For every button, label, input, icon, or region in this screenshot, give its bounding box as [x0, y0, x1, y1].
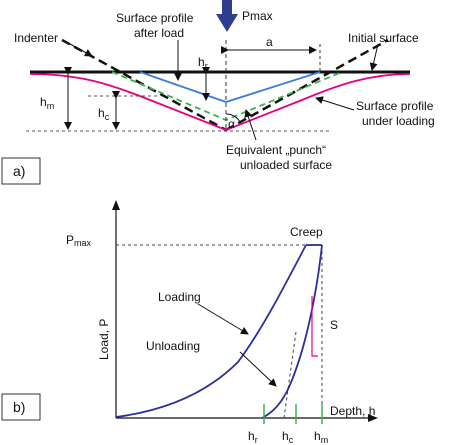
hr-label: hr — [198, 55, 208, 71]
a-label: a — [266, 35, 273, 49]
s-label: S — [330, 318, 338, 332]
equivalent-punch-profile — [111, 71, 343, 121]
panel-a-label-box — [1, 157, 41, 185]
punch-label-line1: Equivalent „punch“ — [226, 143, 326, 157]
hm-label: hm — [40, 95, 54, 111]
pmax-label: Pmax — [242, 9, 273, 23]
creep-label: Creep — [290, 225, 323, 239]
indenter-label: Indenter — [14, 31, 58, 45]
panel-b-label: b) — [13, 399, 25, 415]
surface-after-load-label-line2: after load — [134, 26, 184, 40]
under-loading-label-line1: Surface profile — [356, 99, 434, 113]
indenter-right-face — [225, 38, 389, 132]
pmax-arrow — [216, 0, 238, 32]
under-loading-leader — [315, 96, 355, 111]
y-axis-arrowhead — [112, 200, 120, 210]
under-loading-label-line2: under loading — [362, 114, 435, 128]
x-axis-label: Depth, h — [330, 404, 375, 418]
hc-label: hc — [98, 106, 110, 122]
unloading-arrow — [239, 351, 277, 387]
panel-b-label-box — [1, 393, 41, 421]
initial-surface-leader — [369, 43, 379, 71]
hr-axis-label: hr — [248, 429, 258, 445]
indenter-leader — [69, 43, 93, 57]
unloaded-surface-profile — [139, 71, 321, 103]
initial-surface-label: Initial surface — [348, 31, 419, 45]
unloading-tangent-line — [283, 331, 297, 419]
y-axis-label: Load, P — [97, 319, 111, 360]
hm-axis-label: hm — [314, 429, 328, 445]
punch-label-line2: unloaded surface — [240, 158, 332, 172]
stiffness-slope-marker — [311, 296, 318, 357]
loading-arrow — [197, 303, 249, 335]
alpha-arc — [225, 113, 241, 123]
panel-a: Indenter Surface profile after load Pmax… — [1, 0, 435, 185]
unloading-label: Unloading — [146, 339, 200, 353]
x-axis-arrowhead — [368, 414, 378, 422]
panel-a-label: a) — [13, 163, 25, 179]
surface-after-load-label-line1: Surface profile — [116, 11, 194, 25]
punch-leader — [244, 109, 257, 141]
loaded-surface-profile — [29, 73, 411, 131]
panel-b: Pmax Creep Loading Unloading S Load, P D… — [1, 200, 378, 445]
alpha-label: α — [228, 117, 235, 131]
loading-label: Loading — [158, 290, 201, 304]
pmax-axis-label: Pmax — [66, 233, 92, 248]
unloading-curve — [261, 244, 323, 419]
loading-curve — [115, 244, 307, 418]
hc-axis-label: hc — [282, 429, 294, 445]
